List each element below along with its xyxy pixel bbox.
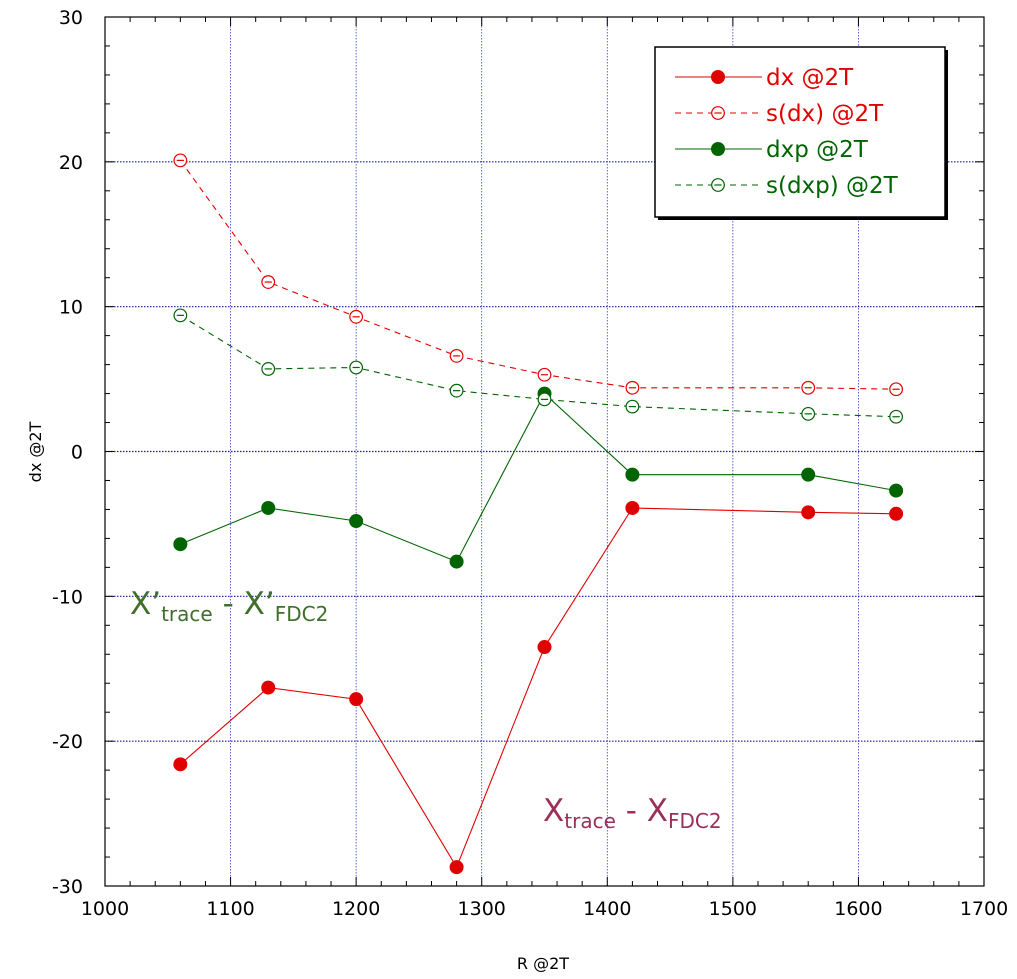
data-point-2-1 bbox=[261, 500, 276, 515]
x-tick-label: 1700 bbox=[960, 898, 1008, 920]
series bbox=[173, 153, 904, 875]
data-point-1-4 bbox=[537, 367, 552, 382]
series-line-3 bbox=[180, 314, 897, 418]
legend-swatch-marker bbox=[711, 178, 725, 192]
y-tick-label: -20 bbox=[52, 731, 83, 753]
x-tick-labels: 1000 1100 1200 1300 1400 1500 1600 1700 bbox=[81, 898, 1008, 920]
data-point-2-3 bbox=[449, 554, 464, 569]
data-point-2-6 bbox=[801, 467, 816, 482]
data-point-3-4 bbox=[537, 392, 552, 407]
series-1 bbox=[173, 153, 903, 397]
data-point-3-7 bbox=[889, 409, 903, 424]
data-point-0-4 bbox=[537, 640, 552, 655]
series-2 bbox=[173, 386, 904, 569]
data-point-2-7 bbox=[889, 483, 904, 498]
x-tick-label: 1300 bbox=[458, 898, 506, 920]
data-point-3-3 bbox=[449, 383, 464, 398]
legend-swatch-marker bbox=[711, 106, 725, 120]
series-line-2 bbox=[180, 392, 897, 563]
series-3 bbox=[173, 308, 903, 424]
y-tick-label: -30 bbox=[52, 876, 83, 898]
legend-item-1: s(dx) @2T bbox=[675, 101, 884, 127]
legend-swatch-marker bbox=[711, 70, 725, 84]
y-axis-title: dx @2T bbox=[26, 421, 45, 482]
x-axis-title: R @2T bbox=[517, 954, 569, 973]
legend-box bbox=[654, 46, 946, 218]
data-point-3-2 bbox=[349, 360, 364, 375]
data-point-0-5 bbox=[625, 500, 640, 515]
x-tick-label: 1200 bbox=[332, 898, 380, 920]
data-point-0-0 bbox=[173, 757, 188, 772]
data-point-1-3 bbox=[449, 349, 464, 363]
x-tick-label: 1000 bbox=[81, 898, 129, 920]
data-point-2-0 bbox=[173, 537, 188, 552]
legend-item-2: dxp @2T bbox=[675, 137, 869, 163]
data-point-1-5 bbox=[625, 380, 640, 395]
legend-swatch-marker bbox=[711, 142, 725, 156]
y-tick-label: -10 bbox=[52, 586, 83, 608]
y-tick-label: 30 bbox=[59, 7, 83, 29]
legend-item-0: dx @2T bbox=[675, 65, 854, 91]
data-point-3-1 bbox=[261, 362, 276, 376]
y-tick-label: 20 bbox=[59, 152, 83, 174]
data-point-3-6 bbox=[801, 406, 816, 421]
y-tick-labels: -30 -20 -10 0 10 20 30 bbox=[52, 7, 83, 898]
data-point-1-2 bbox=[349, 309, 364, 324]
y-tick-label: 10 bbox=[59, 297, 83, 319]
data-point-0-1 bbox=[261, 680, 276, 695]
legend: dx @2T s(dx) @2T dxp @2T s(dxp) @2T bbox=[654, 46, 948, 220]
annotation-x-trace-minus-x-fdc2: Xtrace - XFDC2 bbox=[543, 793, 722, 833]
x-tick-label: 1100 bbox=[206, 898, 254, 920]
data-point-0-2 bbox=[349, 692, 364, 707]
plot-frame bbox=[104, 16, 985, 887]
legend-label: dx @2T bbox=[766, 65, 854, 91]
series-line-0 bbox=[179, 507, 897, 869]
series-line-1 bbox=[179, 160, 897, 390]
data-point-3-0 bbox=[173, 308, 188, 323]
data-point-2-5 bbox=[625, 467, 640, 482]
legend-label: s(dx) @2T bbox=[766, 101, 884, 127]
data-point-1-0 bbox=[173, 153, 188, 168]
x-tick-label: 1600 bbox=[834, 898, 882, 920]
annotation-xprime-trace-minus-xprime-fdc2: X’trace - X’FDC2 bbox=[130, 586, 328, 626]
data-point-0-7 bbox=[889, 506, 904, 521]
legend-label: dxp @2T bbox=[766, 137, 869, 163]
legend-label: s(dxp) @2T bbox=[766, 173, 899, 199]
legend-item-3: s(dxp) @2T bbox=[675, 173, 899, 199]
data-point-1-1 bbox=[261, 275, 276, 289]
data-point-0-6 bbox=[801, 505, 816, 520]
data-point-1-6 bbox=[801, 380, 816, 395]
data-point-1-7 bbox=[889, 382, 903, 397]
y-tick-label: 0 bbox=[71, 442, 83, 464]
x-tick-label: 1400 bbox=[583, 898, 631, 920]
data-point-3-5 bbox=[625, 399, 640, 414]
x-tick-label: 1500 bbox=[709, 898, 757, 920]
grid bbox=[105, 17, 984, 886]
series-0 bbox=[173, 500, 904, 875]
data-point-2-2 bbox=[349, 514, 364, 529]
data-point-0-3 bbox=[449, 860, 464, 875]
